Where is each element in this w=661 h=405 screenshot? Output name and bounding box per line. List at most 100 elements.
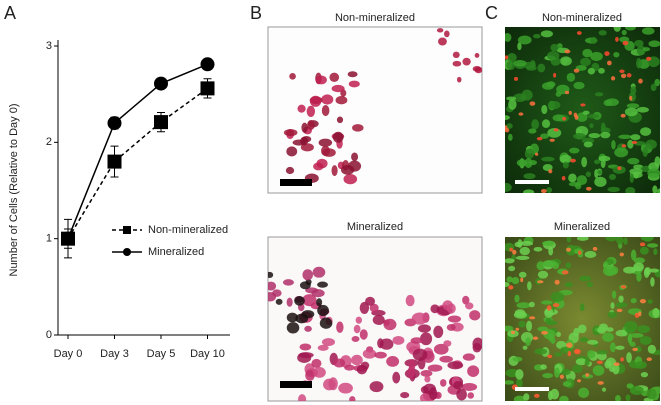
cell [268, 292, 277, 302]
texture [505, 27, 660, 193]
cell [456, 76, 462, 83]
cell [634, 39, 644, 47]
cell [462, 353, 476, 361]
cell [620, 285, 627, 289]
cell [641, 27, 655, 35]
cell [443, 340, 452, 347]
cell [524, 158, 533, 169]
cell [625, 328, 636, 334]
cell [578, 387, 590, 399]
cell [516, 159, 528, 167]
cell [619, 36, 630, 43]
cell [626, 352, 632, 363]
cell [548, 169, 553, 174]
x-tick-label: Day 0 [54, 348, 83, 360]
cell [540, 133, 549, 139]
cell [318, 138, 333, 147]
cell [527, 281, 532, 291]
cell [633, 257, 645, 264]
cell [333, 358, 346, 368]
cell [392, 371, 401, 384]
cell [306, 105, 316, 118]
cell [344, 364, 355, 371]
cell [646, 388, 657, 400]
cell [641, 237, 654, 242]
cell [546, 187, 553, 193]
cell [559, 374, 565, 379]
cell [547, 354, 553, 359]
cell [618, 295, 624, 303]
cell [561, 175, 566, 181]
cell [575, 358, 587, 366]
cell [453, 381, 464, 390]
cell [332, 131, 344, 143]
cell [467, 365, 480, 377]
cell [508, 133, 513, 141]
cell [598, 30, 607, 36]
cell [436, 28, 444, 33]
cell [299, 281, 311, 290]
cell [624, 107, 638, 117]
cell [462, 57, 471, 66]
cell [312, 266, 326, 278]
micrograph-detail [268, 27, 660, 401]
cell [602, 387, 607, 392]
cell [315, 75, 327, 85]
cell [515, 377, 523, 388]
x-tick-label: Day 3 [100, 348, 129, 360]
cell [605, 98, 619, 106]
cell [568, 182, 581, 187]
panel-label: B [250, 3, 262, 23]
cell [616, 308, 623, 313]
cell [594, 92, 604, 97]
cell [589, 123, 594, 129]
cell [518, 320, 526, 328]
image-title: Non-mineralized [335, 12, 415, 24]
cell [647, 299, 653, 304]
cell [523, 173, 536, 180]
cell [556, 331, 561, 338]
cell [420, 370, 433, 377]
cell [602, 332, 614, 343]
y-tick-label: 2 [46, 136, 52, 148]
cell [568, 110, 572, 115]
cell [581, 156, 588, 168]
cell [433, 343, 449, 355]
cell [428, 387, 438, 401]
cell [566, 72, 576, 82]
cell [559, 56, 572, 66]
cell [649, 268, 659, 273]
cell [520, 241, 534, 246]
cell [444, 30, 450, 38]
cell [297, 104, 306, 113]
cell [638, 78, 643, 84]
cell [372, 314, 385, 325]
cell [592, 246, 598, 251]
cell [574, 349, 580, 353]
cell [518, 112, 524, 116]
cell [544, 307, 554, 318]
cell [598, 155, 611, 162]
cell [467, 392, 475, 399]
image-title: Mineralized [347, 221, 403, 233]
cell [355, 316, 362, 324]
cell [286, 146, 298, 157]
cell [554, 367, 560, 378]
x-tick-label: Day 5 [147, 348, 176, 360]
cell [365, 296, 376, 306]
cell [542, 240, 555, 246]
cell [537, 270, 549, 279]
cell [611, 290, 617, 299]
cell [550, 388, 560, 400]
cell [584, 359, 590, 366]
cell [650, 277, 655, 287]
cell [331, 165, 338, 177]
cell [650, 83, 657, 92]
cell [543, 259, 557, 268]
cell [298, 394, 307, 401]
series [61, 57, 215, 249]
cell [541, 300, 553, 305]
cell [412, 348, 428, 361]
cell [546, 51, 560, 61]
texture [436, 28, 482, 83]
